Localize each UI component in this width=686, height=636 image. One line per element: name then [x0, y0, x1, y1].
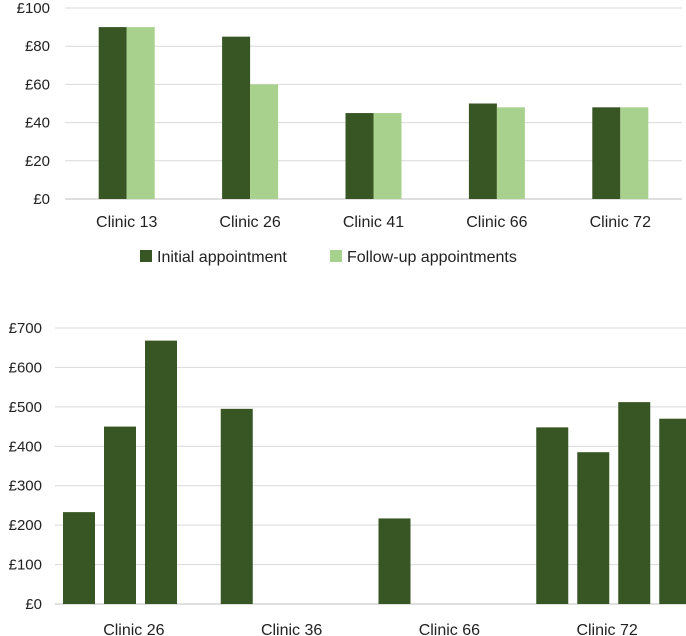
x-tick-label: Clinic 72 — [590, 214, 651, 231]
y-tick-label: £20 — [25, 153, 50, 170]
bar-clinic-cost — [104, 426, 136, 604]
bar-clinic-cost — [145, 340, 177, 604]
y-tick-label: £0 — [25, 596, 42, 613]
y-tick-label: £100 — [17, 0, 50, 17]
y-tick-label: £0 — [33, 191, 50, 208]
bar-followup — [620, 107, 649, 199]
bar-clinic-cost — [220, 408, 253, 604]
y-tick-label: £100 — [9, 557, 42, 574]
bar-followup — [126, 27, 155, 199]
x-tick-label: Clinic 13 — [96, 214, 157, 231]
y-tick-label: £300 — [9, 478, 42, 495]
bar-clinic-cost — [618, 402, 651, 604]
y-tick-label: £80 — [25, 38, 50, 55]
legend-label: Initial appointment — [157, 249, 287, 266]
bar-initial — [222, 36, 251, 200]
bar-followup — [373, 113, 402, 199]
bar-initial — [468, 103, 497, 199]
bar-followup — [250, 84, 279, 199]
bar-clinic-cost — [577, 452, 610, 604]
bar-initial — [592, 107, 621, 199]
x-tick-label: Clinic 26 — [103, 622, 164, 636]
legend-swatch — [140, 250, 152, 262]
bar-clinic-cost — [659, 418, 686, 604]
chart-clinic-costs: £0 £100 £200 £300 £400 £500 £600 £700 Clinic 26 C… — [9, 320, 686, 636]
legend-label: Follow-up appointments — [347, 249, 517, 266]
x-tick-label: Clinic 66 — [466, 214, 527, 231]
y-tick-label: £700 — [9, 320, 42, 337]
x-tick-label: Clinic 41 — [343, 214, 404, 231]
bar-clinic-cost — [63, 512, 95, 604]
y-tick-label: £600 — [9, 359, 42, 376]
x-tick-label: Clinic 36 — [261, 622, 322, 636]
x-tick-label: Clinic 72 — [576, 622, 637, 636]
bar-initial — [98, 27, 127, 199]
bar-clinic-cost — [378, 518, 411, 604]
x-tick-label: Clinic 66 — [419, 622, 480, 636]
chart-appointment-costs: £0 £20 £40 £60 £80 £100 Clinic 13 Clinic 26 Clin… — [17, 0, 682, 266]
y-tick-label: £400 — [9, 438, 42, 455]
bar-clinic-cost — [536, 427, 569, 604]
legend-swatch — [330, 250, 342, 262]
y-tick-label: £500 — [9, 399, 42, 416]
bar-followup — [496, 107, 525, 199]
bar-initial — [345, 113, 374, 199]
y-tick-label: £200 — [9, 517, 42, 534]
x-tick-label: Clinic 26 — [219, 214, 280, 231]
y-tick-label: £40 — [25, 115, 50, 132]
y-tick-label: £60 — [25, 76, 50, 93]
